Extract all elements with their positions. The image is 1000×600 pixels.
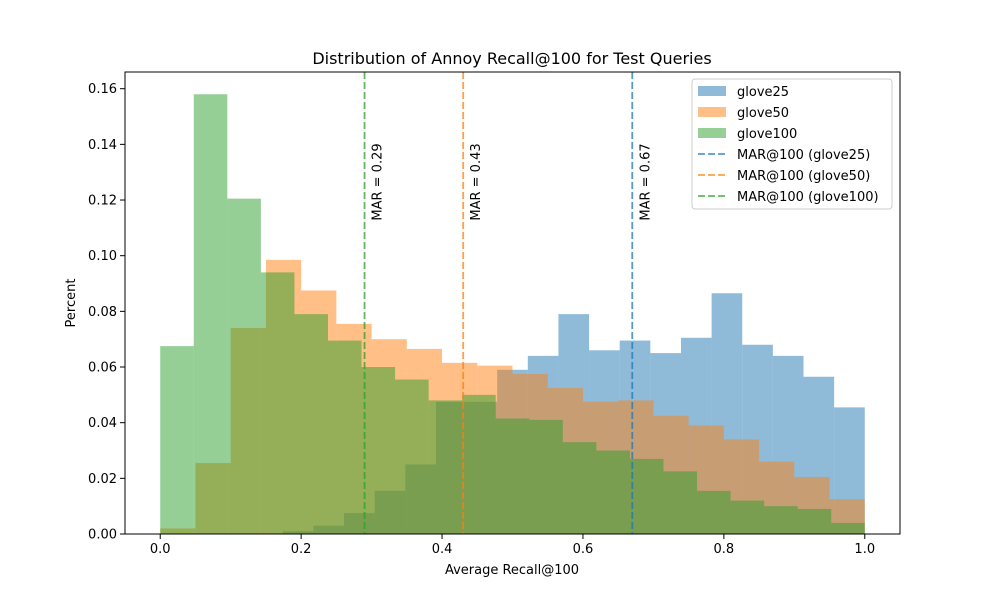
plot-frame (124, 71, 901, 535)
x-tick-label: 0.8 (714, 542, 735, 557)
x-tick-label: 0.2 (291, 542, 312, 557)
x-tick-label: 0.6 (573, 542, 594, 557)
x-axis-ticks: 0.0 0.2 0.4 0.6 0.8 1.0 (150, 534, 875, 557)
y-tick-label: 0.14 (88, 138, 117, 153)
y-axis-ticks: 0.00 0.02 0.04 0.06 0.08 0.10 0.12 0.14 0.16 (88, 82, 125, 543)
glove100-bar (764, 506, 798, 534)
glove100-bar (462, 394, 496, 534)
y-tick-label: 0.00 (88, 528, 117, 543)
mean-lines: MAR = 0.67 MAR = 0.43 MAR = 0.29 (363, 72, 653, 534)
glove100-bar (797, 508, 832, 534)
y-tick-label: 0.12 (88, 194, 117, 209)
glove100-bar (160, 346, 194, 534)
legend-label: glove25 (737, 85, 789, 100)
glove100-bar (629, 458, 664, 534)
glove100-bar (227, 198, 261, 535)
legend: glove25 glove50 glove100 MAR@100 (glove25) M… (691, 78, 893, 210)
glove100-bar (730, 500, 765, 534)
glove100-bar (495, 418, 530, 534)
y-tick-label: 0.10 (88, 249, 117, 264)
x-tick-label: 1.0 (854, 542, 875, 557)
y-tick-label: 0.02 (88, 472, 117, 487)
legend-label: MAR@100 (glove25) (737, 148, 870, 163)
glove100-bar (697, 490, 731, 534)
chart-title: Distribution of Annoy Recall@100 for Tes… (312, 49, 711, 68)
glove100-bar (428, 400, 463, 534)
legend-label: MAR@100 (glove50) (737, 169, 870, 184)
legend-swatch (698, 128, 726, 138)
legend-label: MAR@100 (glove100) (737, 190, 879, 205)
glove100-bar (260, 272, 295, 534)
glove100-bar (193, 94, 228, 534)
y-tick-label: 0.06 (88, 361, 117, 376)
glove100-bar (395, 379, 429, 534)
glove100-bar (831, 522, 865, 534)
y-axis-label: Percent (64, 279, 79, 328)
glove100-bar (529, 419, 563, 534)
legend-label: glove50 (737, 106, 789, 121)
glove100-bar (562, 442, 597, 534)
y-tick-label: 0.08 (88, 305, 117, 320)
x-tick-label: 0.4 (432, 542, 453, 557)
glove100-bar (663, 471, 698, 534)
y-tick-label: 0.04 (88, 416, 117, 431)
y-tick-label: 0.16 (88, 82, 117, 97)
histogram-bars (160, 94, 865, 535)
glove100-bar (596, 450, 630, 534)
legend-swatch (698, 86, 726, 96)
glove100-bar (361, 367, 396, 534)
glove100-bar (294, 314, 328, 534)
glove100-bar (327, 340, 362, 534)
mar-line-label: MAR = 0.67 (638, 143, 653, 220)
legend-box (691, 78, 893, 210)
mar-line-label: MAR = 0.43 (469, 143, 484, 220)
x-axis-label: Average Recall@100 (445, 563, 579, 578)
legend-label: glove100 (737, 127, 797, 142)
x-tick-label: 0.0 (150, 542, 171, 557)
mar-line-label: MAR = 0.29 (371, 143, 386, 220)
legend-swatch (698, 107, 726, 117)
